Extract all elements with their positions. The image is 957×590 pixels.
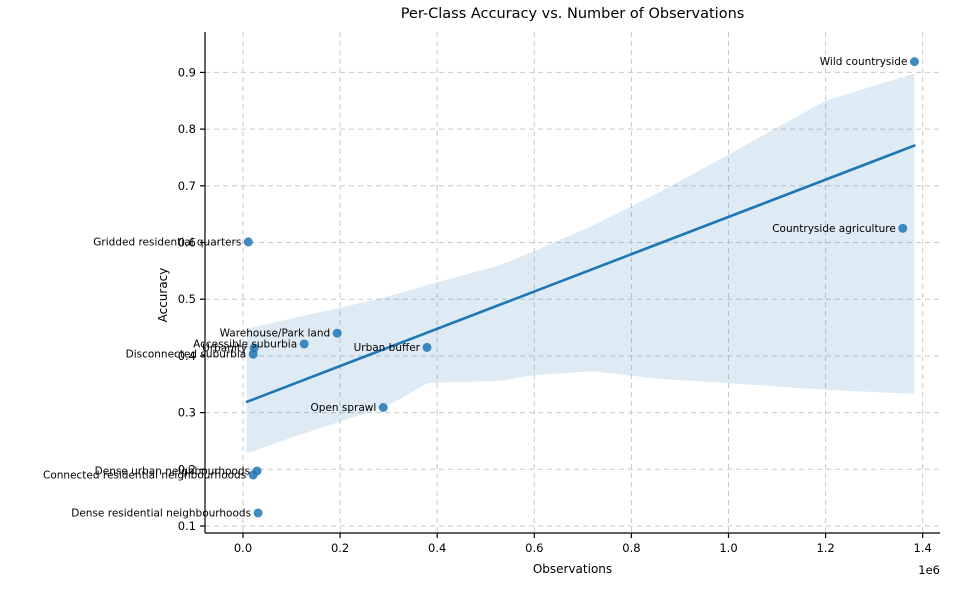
x-tick-label: 0.4 [428,541,446,555]
y-tick-label: 0.8 [178,122,196,136]
confidence-band [246,73,915,454]
x-axis-label: Observations [532,562,613,576]
y-tick-label: 0.7 [178,179,196,193]
data-point [299,339,309,349]
point-label: Open sprawl [311,402,377,414]
point-label: Accessible suburbia [193,338,297,350]
point-label: Countryside agriculture [772,223,896,235]
point-label: Connected residential neighbourhoods [43,469,246,481]
point-label: Gridded residential quarters [93,236,241,248]
y-tick-label: 0.4 [178,349,196,363]
data-point [248,349,258,359]
y-tick-label: 0.1 [178,519,196,533]
regression-line [245,144,916,404]
x-tick-label: 1.0 [719,541,737,555]
y-tick-label: 0.2 [178,462,196,476]
point-label: Wild countryside [820,56,908,68]
point-label: Disconnected suburbia [126,349,247,361]
point-label: Urban buffer [354,342,421,354]
point-label: Warehouse/Park land [220,328,331,340]
x-tick-label: 1.4 [914,541,932,555]
point-label: Dense residential neighbourhoods [71,507,251,519]
point-label: Dense urban neighbourhoods [95,466,250,478]
x-tick-label: 1.2 [816,541,834,555]
x-tick-label: 0.6 [525,541,543,555]
data-point [253,508,263,518]
data-point [422,342,432,352]
y-tick-label: 0.3 [178,406,196,420]
point-label: Urbanity [202,342,247,354]
x-axis-multiplier: 1e6 [918,563,940,577]
x-tick-label: 0.0 [234,541,252,555]
data-point [332,328,342,338]
data-point [898,223,908,233]
y-axis-label: Accuracy [156,267,170,323]
y-tick-label: 0.5 [178,292,196,306]
data-point [378,402,388,412]
chart-title: Per-Class Accuracy vs. Number of Observa… [400,6,745,22]
x-tick-label: 0.8 [622,541,640,555]
data-point [243,237,253,247]
y-tick-label: 0.6 [178,236,196,250]
y-tick-label: 0.9 [178,65,196,79]
data-point [909,57,919,67]
x-tick-label: 0.2 [331,541,349,555]
data-point [248,470,258,480]
